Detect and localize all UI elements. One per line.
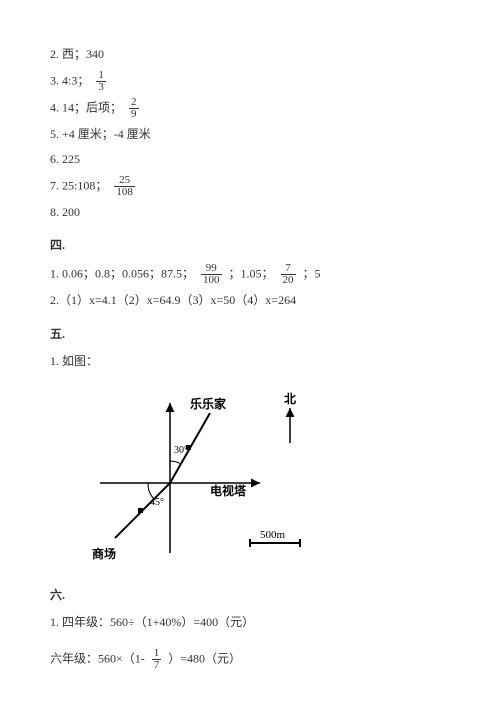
- sec6-line2-b: ）=480（元）: [168, 651, 241, 665]
- frac-den: 20: [281, 275, 296, 286]
- frac-den: 3: [96, 82, 106, 93]
- label-scale: 500m: [260, 529, 286, 541]
- fraction-99-100: 99 100: [201, 263, 222, 286]
- sec6-line2-a: 六年级：560×（1-: [50, 651, 145, 665]
- fraction-1-7: 1 7: [152, 648, 162, 671]
- compass-diagram: 乐乐家 北 电视塔 商场 500m 30° 45°: [80, 383, 340, 573]
- answer-4: 4. 14；后项； 2 9: [50, 97, 450, 120]
- answer-3: 3. 4:3； 1 3: [50, 70, 450, 93]
- section-4-line-1: 1. 0.06；0.8；0.056；87.5； 99 100 ；1.05； 7 …: [50, 263, 450, 286]
- sec4-line1-a: 1. 0.06；0.8；0.056；87.5；: [50, 266, 194, 280]
- frac-den: 9: [129, 109, 139, 120]
- answer-2: 2. 西；340: [50, 44, 450, 66]
- sec4-line1-b: ；1.05；: [229, 266, 274, 280]
- section-4-line-2: 2.（1）x=4.1（2）x=64.9（3）x=50（4）x=264: [50, 290, 450, 312]
- label-tv: 电视塔: [210, 483, 247, 498]
- answer-4-text: 4. 14；后项；: [50, 100, 122, 114]
- section-4-heading: 四.: [50, 235, 450, 257]
- label-lele: 乐乐家: [190, 396, 227, 411]
- fraction-25-108: 25 108: [114, 175, 135, 198]
- frac-den: 100: [201, 275, 222, 286]
- frac-den: 7: [152, 660, 162, 671]
- frac-num: 1: [96, 70, 106, 82]
- label-angle-45: 45°: [150, 497, 164, 508]
- label-mall: 商场: [92, 546, 116, 561]
- frac-den: 108: [114, 187, 135, 198]
- fraction-7-20: 7 20: [281, 263, 296, 286]
- section-5-line-1: 1. 如图：: [50, 351, 450, 373]
- answer-5: 5. +4 厘米；-4 厘米: [50, 124, 450, 146]
- fraction-2-9: 2 9: [129, 97, 139, 120]
- section-6-line-2: 六年级：560×（1- 1 7 ）=480（元）: [50, 648, 450, 671]
- answer-6: 6. 225: [50, 149, 450, 171]
- frac-num: 25: [114, 175, 135, 187]
- label-north: 北: [284, 391, 296, 406]
- answer-7-text: 7. 25:108；: [50, 178, 107, 192]
- section-6-line-1: 1. 四年级：560÷（1+40%）=400（元）: [50, 612, 450, 634]
- answer-8: 8. 200: [50, 202, 450, 224]
- sec4-line1-c: ；5: [303, 266, 321, 280]
- section-6-heading: 六.: [50, 585, 450, 607]
- answer-3-text: 3. 4:3；: [50, 73, 89, 87]
- section-5-heading: 五.: [50, 324, 450, 346]
- fraction-1-3: 1 3: [96, 70, 106, 93]
- answer-7: 7. 25:108； 25 108: [50, 175, 450, 198]
- frac-num: 2: [129, 97, 139, 109]
- label-angle-30: 30°: [174, 445, 188, 456]
